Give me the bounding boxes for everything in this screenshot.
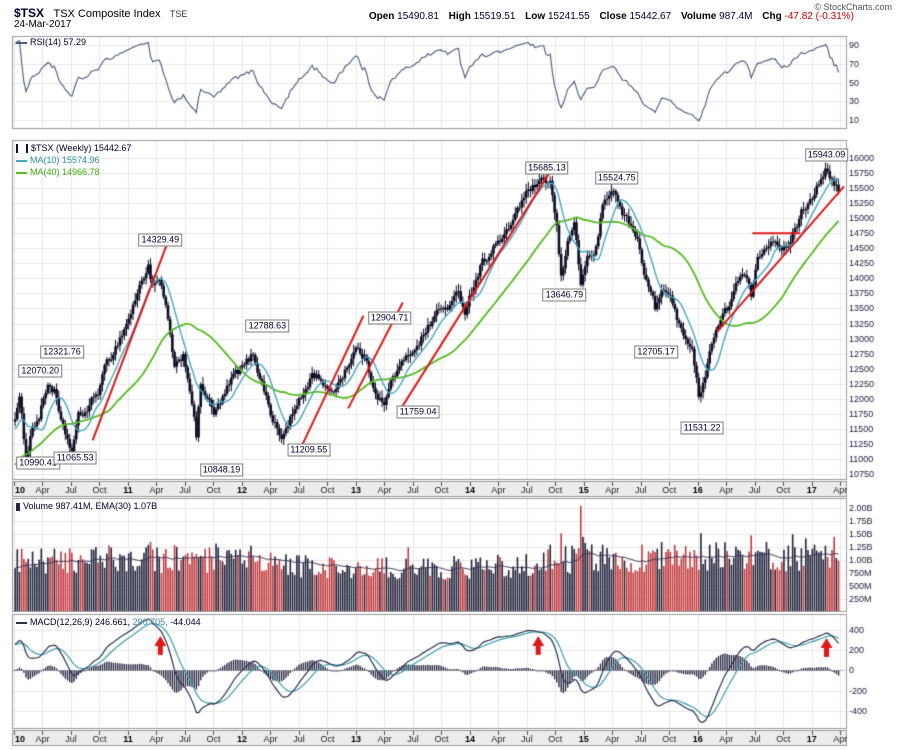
open-label: Open	[368, 11, 395, 22]
exchange-label: TSE	[169, 9, 188, 19]
volume-bar-icon	[16, 502, 20, 511]
low-label: Low	[525, 11, 546, 22]
volume-label: Volume	[680, 11, 717, 22]
price-annotation: 14329.49	[138, 233, 183, 247]
macd-line-icon	[16, 621, 27, 624]
price-annotation: 10848.19	[199, 463, 244, 477]
chart-header-title: $TSX TSX Composite Index TSE	[14, 4, 187, 22]
price-annotation: 12321.76	[40, 345, 84, 359]
volume-value: 987.4M	[719, 11, 753, 22]
price-annotation: 10990.41	[16, 456, 60, 470]
close-label: Close	[599, 11, 627, 22]
macd-legend-label: MACD(12,26,9) 246.661,	[30, 617, 131, 627]
ticker-symbol: $TSX	[14, 6, 45, 20]
price-annotation: 15524.75	[595, 171, 639, 185]
rsi-line-icon	[16, 41, 27, 44]
quote-summary: Open 15490.81 High 15519.51 Low 15241.55…	[362, 11, 854, 22]
ma10-legend-label: MA(10) 15574.96	[30, 155, 100, 165]
price-annotation: 15685.13	[525, 161, 569, 175]
close-value: 15442.67	[629, 11, 672, 22]
high-label: High	[448, 11, 471, 22]
price-annotation: 11065.53	[53, 451, 97, 465]
volume-legend: Volume 987.41M, EMA(30) 1.07B	[16, 501, 157, 511]
price-annotation: 12070.20	[18, 364, 62, 378]
ma40-legend: MA(40) 14966.78	[16, 167, 100, 177]
price-annotation: 12705.17	[634, 345, 678, 359]
macd-legend: MACD(12,26,9) 246.661, 290.705, -44.044	[16, 617, 201, 627]
ma10-line-icon	[16, 159, 27, 162]
price-legend: $TSX (Weekly) 15442.67	[16, 143, 132, 154]
chg-value: -47.82 (-0.31%)	[784, 11, 854, 22]
price-annotation: 11759.04	[396, 405, 440, 419]
price-annotation: 11531.22	[680, 421, 724, 435]
chg-label: Chg	[762, 11, 782, 22]
low-value: 15241.55	[547, 11, 590, 22]
macd-signal-value: 290.705,	[132, 617, 168, 627]
price-annotation: 11209.55	[287, 443, 331, 457]
price-annotation: 12904.71	[367, 311, 412, 325]
index-name: TSX Composite Index	[53, 8, 161, 20]
open-value: 15490.81	[397, 11, 439, 22]
rsi-legend: RSI(14) 57.29	[16, 37, 86, 47]
stockcharts-copyright-link[interactable]: © StockCharts.com	[814, 2, 892, 12]
ma10-legend: MA(10) 15574.96	[16, 155, 100, 165]
rsi-legend-label: RSI(14) 57.29	[30, 37, 87, 47]
high-value: 15519.51	[473, 11, 516, 22]
ma40-line-icon	[16, 171, 27, 174]
price-annotation: 15943.09	[804, 148, 849, 162]
price-annotation: 12788.63	[245, 319, 290, 333]
macd-hist-value: -44.044	[170, 617, 201, 627]
ma40-legend-label: MA(40) 14966.78	[30, 167, 100, 177]
candlestick-icon	[16, 144, 28, 154]
chart-date: 24-Mar-2017	[14, 19, 72, 30]
volume-legend-label: Volume 987.41M, EMA(30) 1.07B	[23, 501, 158, 511]
price-annotation: 13646.79	[542, 288, 587, 302]
price-legend-label: $TSX (Weekly) 15442.67	[31, 143, 132, 153]
